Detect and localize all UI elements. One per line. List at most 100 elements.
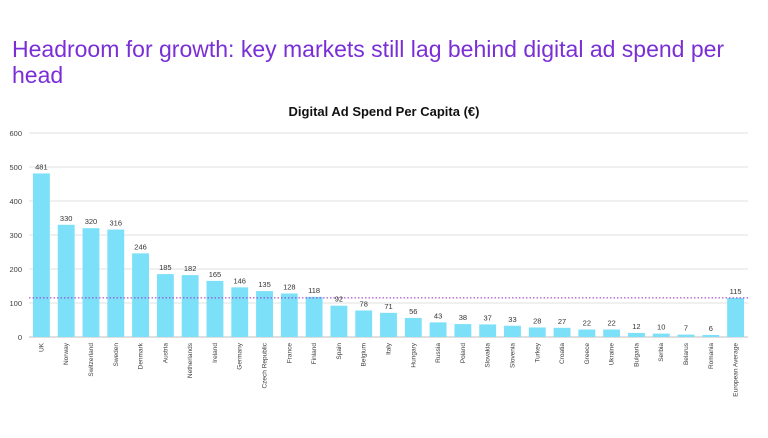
bar-value-label: 185 (159, 263, 172, 272)
bar-value-label: 12 (632, 322, 640, 331)
x-tick-label: Hungary (410, 342, 417, 367)
x-tick-label: Croatia (559, 343, 566, 364)
bar (380, 312, 397, 337)
y-tick-label: 400 (9, 197, 22, 206)
bar (355, 310, 373, 337)
y-tick-label: 0 (18, 333, 22, 342)
bar-value-label: 481 (35, 162, 48, 171)
bar-value-label: 146 (233, 276, 246, 285)
bar (206, 280, 224, 337)
x-tick-label: Belgium (361, 343, 368, 366)
bar (156, 274, 174, 337)
bar (727, 297, 745, 337)
bar (82, 228, 100, 337)
bar-value-label: 78 (360, 299, 368, 308)
bar-value-label: 33 (508, 315, 516, 324)
bar (504, 325, 521, 337)
bar-value-label: 27 (558, 317, 566, 326)
bar (628, 332, 645, 337)
x-tick-label: Serbia (658, 343, 665, 362)
bar (330, 305, 348, 337)
y-tick-label: 100 (9, 299, 22, 308)
bar-value-label: 22 (583, 319, 591, 328)
x-tick-label: Switzerland (88, 343, 95, 377)
x-tick-label: Austria (162, 343, 169, 364)
y-tick-label: 500 (9, 163, 22, 172)
x-tick-label: Spain (336, 343, 343, 360)
bar (652, 333, 670, 337)
bar-value-label: 320 (85, 217, 98, 226)
bar (231, 287, 249, 337)
x-tick-label: Denmark (138, 342, 145, 369)
bar (429, 322, 447, 337)
x-tick-label: Greece (584, 343, 591, 365)
x-tick-label: Bulgaria (633, 343, 640, 367)
x-tick-label: France (286, 343, 293, 364)
bar-value-label: 71 (384, 302, 392, 311)
bar-value-label: 37 (484, 313, 492, 322)
x-tick-label: Ukraine (609, 343, 616, 366)
y-tick-label: 600 (9, 129, 22, 138)
bar-value-label: 7 (684, 324, 688, 333)
bar-value-label: 182 (184, 264, 197, 273)
x-tick-label: Slovakia (485, 343, 492, 368)
bar (280, 293, 298, 337)
bar-value-label: 128 (283, 282, 296, 291)
x-tick-label: Slovenia (509, 343, 516, 368)
bar (677, 334, 695, 337)
bar (181, 275, 199, 337)
x-tick-label: Norway (63, 342, 70, 365)
bar-value-label: 6 (709, 324, 713, 333)
bar-value-label: 165 (209, 270, 222, 279)
bar (57, 224, 75, 337)
bar-value-label: 135 (258, 280, 271, 289)
x-tick-label: Ireland (212, 343, 219, 363)
bar (107, 229, 125, 337)
x-tick-label: Netherlands (187, 342, 194, 378)
x-tick-label: Italy (386, 342, 393, 355)
x-tick-label: Finland (311, 343, 318, 365)
bar (305, 296, 323, 337)
bar-value-label: 22 (607, 319, 615, 328)
bar (454, 324, 472, 337)
slide-headline: Headroom for growth: key markets still l… (12, 36, 725, 88)
bar (479, 324, 497, 337)
bar-value-label: 115 (730, 287, 742, 296)
bar (603, 329, 621, 337)
bar-value-label: 316 (110, 219, 123, 228)
bar (553, 327, 571, 337)
bar (528, 327, 546, 337)
bar (32, 173, 50, 337)
bar-value-label: 330 (60, 214, 73, 223)
bars (32, 173, 745, 337)
bar-value-label: 38 (459, 313, 467, 322)
bar-value-label: 56 (409, 307, 417, 316)
bar (404, 317, 422, 337)
bar-value-label: 43 (434, 311, 442, 320)
bar-value-label: 118 (308, 286, 320, 295)
bar (702, 334, 720, 337)
bar (132, 253, 149, 337)
x-axis-category-labels: UK Norway Switzerland Sweden Denmark Austria N… (38, 342, 739, 396)
bar-value-label: 246 (134, 242, 147, 251)
bar-value-label: 92 (335, 295, 343, 304)
x-tick-label: Sweden (113, 343, 120, 367)
x-tick-label: Romania (708, 343, 715, 369)
bar-value-labels: 481 330 320 316 246 185 182 165 146 135 128 118 92 78… (35, 162, 741, 332)
x-tick-label: Turkey (534, 342, 541, 362)
x-tick-label: European Average (733, 343, 740, 397)
x-tick-label: UK (38, 342, 45, 352)
x-tick-label: Poland (460, 343, 467, 364)
x-tick-label: Russia (435, 343, 442, 363)
y-tick-label: 300 (9, 231, 22, 240)
chart-title: Digital Ad Spend Per Capita (€) (288, 104, 480, 119)
x-tick-label: Belarus (683, 342, 690, 365)
bar (256, 291, 273, 337)
bar-value-label: 10 (657, 323, 665, 332)
bar-value-label: 28 (533, 316, 541, 325)
x-tick-label: Czech Republic (262, 342, 269, 388)
x-tick-label: Germany (237, 342, 244, 369)
y-tick-label: 200 (9, 265, 22, 274)
bar (578, 329, 596, 337)
